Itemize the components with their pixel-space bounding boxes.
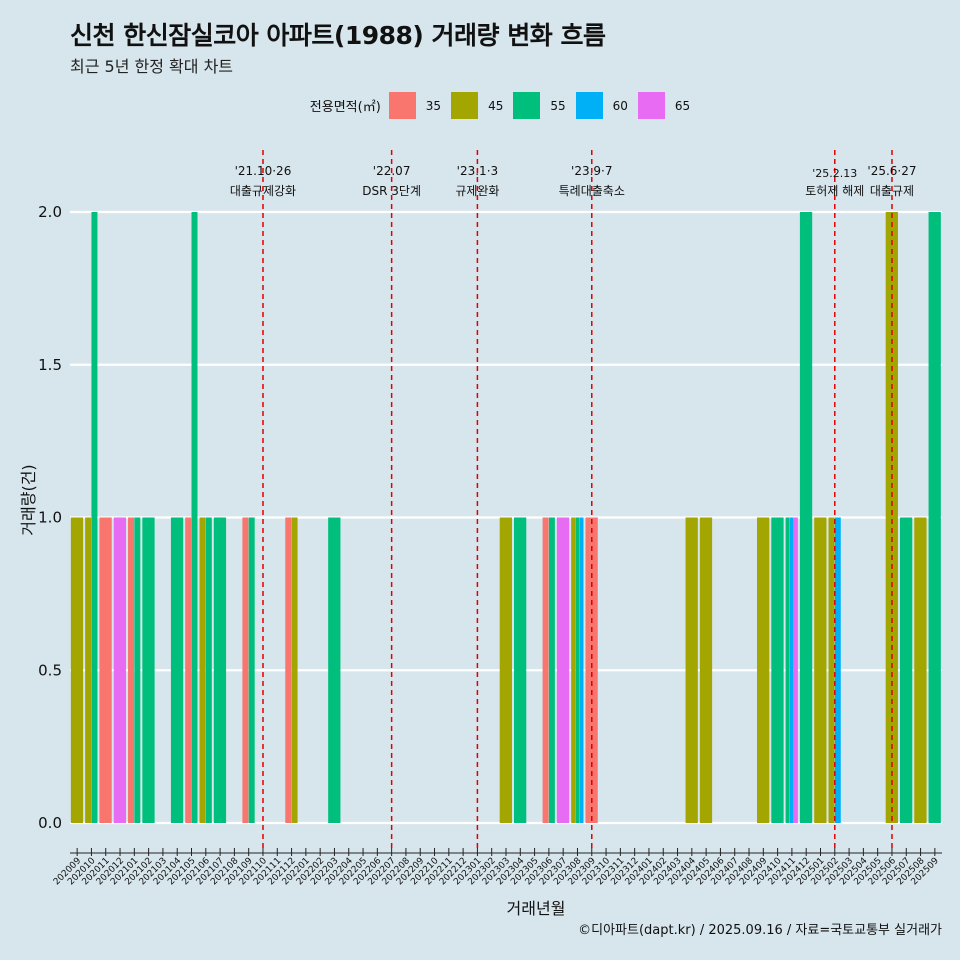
y-tick-label: 0.0 [38,814,62,832]
event-date-label: '23.1·3 [457,164,498,178]
legend-item-45: 45 [451,92,503,119]
y-tick-label: 0.5 [38,661,62,679]
bar [142,517,155,823]
legend-swatch [388,92,416,119]
legend-swatch [513,92,541,119]
legend-item-60: 60 [575,92,628,119]
chart-subtitle: 최근 5년 한정 확대 차트 [70,57,234,76]
bar [828,517,835,823]
bar [699,517,713,823]
event-label: 대출규제강화 [230,184,296,198]
event-date-label: '22.07 [373,164,411,178]
bar [128,517,135,823]
bar [771,517,784,823]
bar [575,517,580,823]
legend-item-55: 55 [513,92,566,119]
bar [757,517,770,823]
event-date-label: '25.2.13 [812,167,857,180]
bar [91,212,98,823]
x-axis-title: 거래년월 [507,899,566,918]
event-label: DSR 3단계 [362,184,421,198]
bar [191,212,198,823]
bar [134,517,141,823]
bar [113,517,127,823]
bar [914,517,927,823]
bar [499,517,512,823]
event-label: 규제완화 [455,184,499,198]
bar [199,517,206,823]
legend-swatch [637,92,665,119]
bar [685,517,698,823]
bar [242,517,249,823]
bar [248,517,255,823]
y-tick-label: 1.5 [38,356,62,374]
bar [793,517,798,823]
legend-label: 55 [550,98,566,113]
bar [548,517,555,823]
bar [213,517,227,823]
legend-swatch [451,92,479,119]
bar [170,517,184,823]
bar [785,517,790,823]
legend-label: 60 [612,98,628,113]
bar [789,517,794,823]
event-date-label: '21.10·26 [235,164,292,178]
bar [328,517,341,823]
y-axis-title: 거래량(건) [19,464,38,535]
bar [814,517,827,823]
event-label: 특례대출축소 [559,184,625,198]
bar [799,212,813,823]
legend-item-35: 35 [388,92,442,119]
legend-label: 65 [674,98,691,113]
bar [542,517,549,823]
event-label: 토허제 해제 [805,184,864,198]
legend-label: 35 [425,98,442,113]
event-date-label: '25.6·27 [867,164,916,178]
bar [579,517,584,823]
bar [285,517,292,823]
y-tick-label: 1.0 [38,509,62,527]
bar [291,517,298,823]
legend: 전용면적(㎡) 35 45 55 60 65 [0,92,960,119]
legend-title: 전용면적(㎡) [309,100,381,115]
bar [85,517,92,823]
y-tick-label: 2.0 [38,203,62,221]
bar [928,212,941,823]
legend-item-65: 65 [637,92,691,119]
bar [571,517,576,823]
bar [70,517,84,823]
bar [514,517,527,823]
bar [834,517,841,823]
bar [899,517,913,823]
bar [185,517,192,823]
event-label: 대출규제 [870,184,914,198]
bar [556,517,570,823]
legend-label: 45 [488,98,504,113]
bar [585,517,598,823]
bar [205,517,212,823]
event-date-label: '23.9·7 [571,164,612,178]
legend-swatch [575,92,603,119]
chart-title: 신천 한신잠실코아 아파트(1988) 거래량 변화 흐름 [70,21,606,50]
bar [885,212,898,823]
source-caption: ©디아파트(dapt.kr) / 2025.09.16 / 자료=국토교통부 실… [578,923,942,938]
bar [99,517,112,823]
